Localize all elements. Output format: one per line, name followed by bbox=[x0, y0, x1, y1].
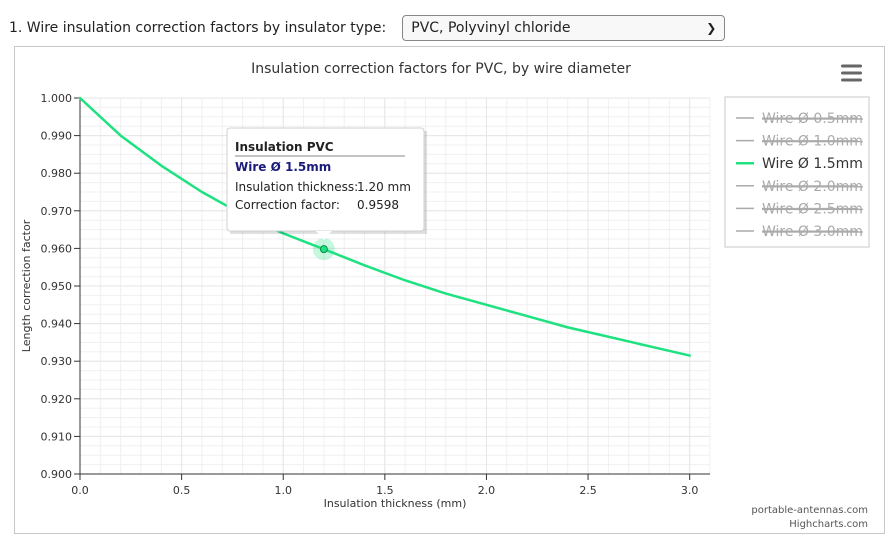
x-tick-label: 2.0 bbox=[478, 484, 496, 497]
hamburger-menu-icon[interactable] bbox=[841, 64, 862, 82]
y-axis-title: Length correction factor bbox=[20, 219, 33, 352]
legend-item-3[interactable]: Wire Ø 2.0mm bbox=[736, 179, 863, 195]
credit-text[interactable]: Highcharts.com bbox=[789, 519, 868, 530]
menu-bar bbox=[841, 78, 862, 82]
menu-bar bbox=[841, 71, 862, 75]
legend-label: Wire Ø 2.0mm bbox=[762, 179, 863, 195]
legend-label: Wire Ø 2.5mm bbox=[762, 201, 863, 217]
tooltip-arrow bbox=[315, 231, 332, 241]
legend-box bbox=[724, 96, 870, 248]
insulator-type-label: 1. Wire insulation correction factors by… bbox=[9, 20, 387, 36]
tooltip-x-value: 1.20 mm bbox=[357, 180, 411, 194]
y-tick-label: 0.910 bbox=[41, 430, 73, 443]
insulator-type-value: PVC, Polyvinyl chloride bbox=[411, 20, 571, 36]
legend-label: Wire Ø 3.0mm bbox=[762, 224, 863, 240]
legend-item-5[interactable]: Wire Ø 3.0mm bbox=[736, 224, 863, 240]
legend-item-4[interactable]: Wire Ø 2.5mm bbox=[736, 201, 863, 217]
tooltip-y-label: Correction factor: bbox=[235, 198, 340, 212]
chevron-down-icon: ❯ bbox=[706, 21, 717, 35]
x-tick-label: 0.5 bbox=[173, 484, 191, 497]
y-tick-label: 0.900 bbox=[41, 468, 73, 481]
y-tick-label: 0.970 bbox=[41, 205, 73, 218]
tooltip-y-value: 0.9598 bbox=[357, 198, 399, 212]
selector-row: 1. Wire insulation correction factors by… bbox=[9, 14, 726, 42]
insulator-type-select[interactable]: PVC, Polyvinyl chloride ❯ bbox=[402, 15, 726, 41]
hover-point[interactable] bbox=[319, 245, 328, 254]
tooltip-header: Insulation PVC bbox=[235, 140, 334, 154]
chart-title: Insulation correction factors for PVC, b… bbox=[251, 61, 631, 77]
x-tick-label: 1.5 bbox=[376, 484, 394, 497]
x-axis-title: Insulation thickness (mm) bbox=[324, 497, 467, 510]
x-tick-label: 3.0 bbox=[681, 484, 699, 497]
x-tick-label: 2.5 bbox=[579, 484, 597, 497]
legend-item-1[interactable]: Wire Ø 1.0mm bbox=[736, 134, 863, 150]
y-tick-label: 0.960 bbox=[41, 242, 73, 255]
y-tick-label: 1.000 bbox=[41, 92, 73, 105]
tooltip-x-label: Insulation thickness: bbox=[235, 180, 358, 194]
y-tick-label: 0.920 bbox=[41, 393, 73, 406]
legend-item-0[interactable]: Wire Ø 0.5mm bbox=[736, 111, 863, 127]
y-tick-label: 0.940 bbox=[41, 318, 73, 331]
series-line-2[interactable] bbox=[78, 96, 691, 357]
x-tick-label: 1.0 bbox=[274, 484, 292, 497]
y-tick-label: 0.980 bbox=[41, 167, 73, 180]
legend-label: Wire Ø 1.0mm bbox=[762, 134, 863, 150]
credit-text[interactable]: portable-antennas.com bbox=[751, 505, 868, 516]
y-tick-label: 0.950 bbox=[41, 280, 73, 293]
legend-label: Wire Ø 1.5mm bbox=[762, 156, 863, 172]
y-tick-label: 0.990 bbox=[41, 130, 73, 143]
x-tick-label: 0.0 bbox=[71, 484, 89, 497]
y-tick-label: 0.930 bbox=[41, 355, 73, 368]
tooltip-series: Wire Ø 1.5mm bbox=[235, 160, 331, 174]
legend-item-2[interactable]: Wire Ø 1.5mm bbox=[736, 156, 863, 172]
menu-bar bbox=[841, 64, 862, 68]
tooltip: Insulation PVC Wire Ø 1.5mm Insulation thi… bbox=[226, 127, 427, 241]
legend-label: Wire Ø 0.5mm bbox=[762, 111, 863, 127]
